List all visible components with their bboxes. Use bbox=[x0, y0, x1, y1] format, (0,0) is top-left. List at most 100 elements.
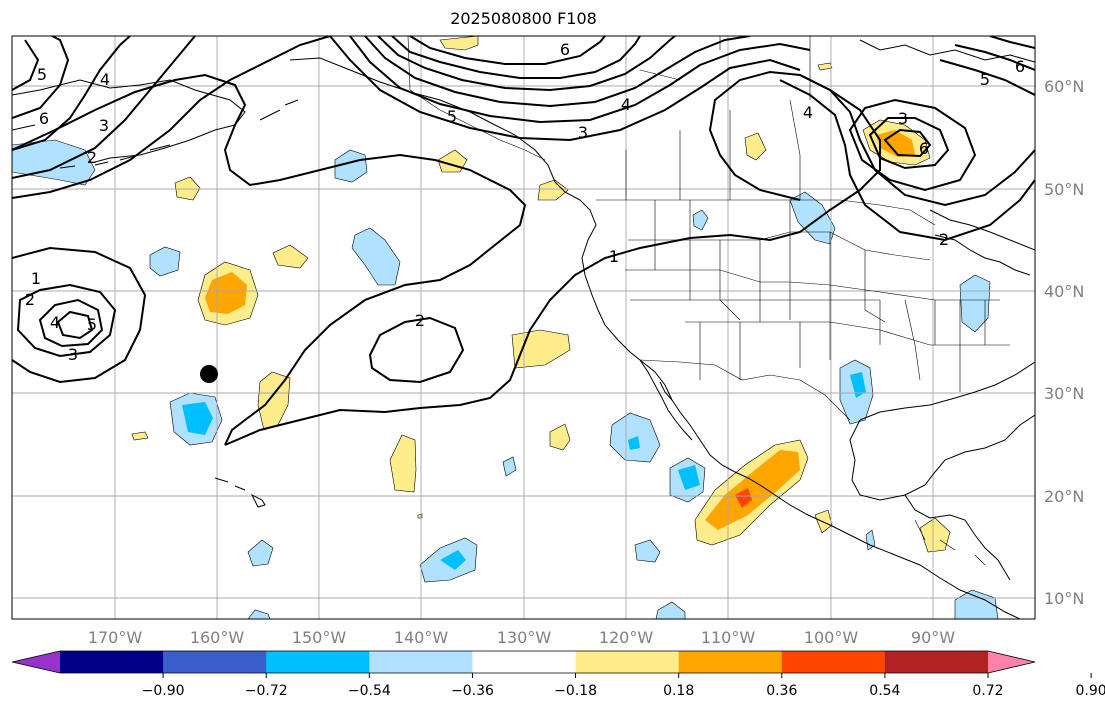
contour-gulf-alaska-2 bbox=[349, 36, 811, 124]
pos-region-13 bbox=[131, 431, 149, 441]
lon-label-150w: 150°W bbox=[292, 628, 347, 647]
colorbar-tick-label: 0.36 bbox=[766, 683, 797, 699]
colorbar: −0.90 −0.72 −0.54 −0.36 −0.18 0.18 0.36 0.54 0.7… bbox=[11, 650, 1105, 699]
lon-label-90w: 90°W bbox=[911, 628, 955, 647]
neg-region-13 bbox=[634, 539, 661, 563]
colorbar-segment bbox=[781, 651, 886, 673]
contour-nw-1 bbox=[12, 36, 331, 199]
contour-label-2-nw: 2 bbox=[87, 148, 97, 167]
neg-region-18 bbox=[865, 529, 876, 551]
lat-label-30n: 30°N bbox=[1044, 384, 1084, 403]
colorbar-tick-label: −0.72 bbox=[245, 683, 288, 699]
colorbar-segment bbox=[575, 651, 680, 673]
neg-region-9-core bbox=[678, 465, 700, 490]
lon-label-140w: 140°W bbox=[394, 628, 449, 647]
lat-label-20n: 20°N bbox=[1044, 487, 1084, 506]
neg-region-8-core bbox=[628, 436, 640, 450]
contour-label-group: 1 2 3 4 5 2 1 5 4 6 3 2 6 5 4 3 4 3 6 2 … bbox=[25, 40, 1025, 364]
map-area bbox=[12, 36, 1035, 619]
colorbar-outline bbox=[11, 650, 1036, 674]
colorbar-tick-label: 0.72 bbox=[972, 683, 1003, 699]
colorbar-segment bbox=[369, 651, 473, 673]
neg-region-3 bbox=[351, 227, 401, 286]
positive-anomaly-shading bbox=[131, 36, 951, 553]
gulf-of-mexico-coast bbox=[849, 361, 1035, 501]
contour-low-west-2 bbox=[16, 283, 117, 358]
political-borders bbox=[407, 36, 1010, 566]
contour-gulf-alaska-6 bbox=[409, 36, 606, 65]
colorbar-segment bbox=[678, 651, 783, 673]
contour-nw-2 bbox=[12, 36, 196, 179]
longitude-labels: 170°W 160°W 150°W 140°W 130°W 120°W 110°… bbox=[88, 628, 955, 647]
us-mexico-border bbox=[639, 359, 851, 421]
hawaii-islands bbox=[214, 477, 266, 508]
contour-label-6-gulf: 6 bbox=[560, 40, 570, 59]
pos-region-7 bbox=[744, 132, 767, 161]
lat-label-10n: 10°N bbox=[1044, 589, 1084, 608]
lon-label-170w: 170°W bbox=[88, 628, 143, 647]
neg-region-11-core bbox=[440, 550, 466, 570]
colorbar-segment bbox=[266, 651, 370, 673]
central-america-borders bbox=[914, 519, 986, 566]
neg-region-1 bbox=[334, 149, 368, 183]
lon-label-160w: 160°W bbox=[190, 628, 245, 647]
graticule bbox=[12, 36, 1035, 619]
negative-anomaly-shading bbox=[12, 139, 999, 619]
pos-region-12 bbox=[549, 423, 571, 451]
contour-label-1-west: 1 bbox=[31, 269, 41, 288]
north-america-west-coast bbox=[554, 181, 1021, 619]
contour-label-3-nw: 3 bbox=[99, 116, 109, 135]
contour-lines bbox=[12, 36, 1035, 446]
contour-label-3-west: 3 bbox=[68, 345, 78, 364]
lon-label-110w: 110°W bbox=[701, 628, 756, 647]
contour-label-2-west: 2 bbox=[25, 290, 35, 309]
us-state-lines bbox=[625, 200, 1010, 392]
neg-region-5 bbox=[692, 209, 709, 231]
contour-low-west-3 bbox=[38, 298, 104, 348]
pos-region-16 bbox=[919, 517, 951, 553]
colorbar-segment bbox=[884, 651, 989, 673]
colorbar-tick-label: −0.90 bbox=[142, 683, 185, 699]
lat-label-40n: 40°N bbox=[1044, 282, 1084, 301]
contour-east-low-1 bbox=[779, 79, 1035, 242]
baja-california bbox=[639, 359, 693, 441]
contour-label-3-gulf: 3 bbox=[578, 123, 588, 142]
storm-position-dot bbox=[200, 365, 218, 383]
contour-label-5-ne: 5 bbox=[980, 70, 990, 89]
neg-region-10 bbox=[502, 456, 517, 477]
colorbar-extend-high bbox=[988, 651, 1035, 673]
colorbar-tick-label: 0.90 bbox=[1076, 683, 1105, 699]
contour-label-6-east: 6 bbox=[919, 139, 929, 158]
contour-gulf-alaska-1 bbox=[329, 36, 801, 142]
lon-label-120w: 120°W bbox=[599, 628, 654, 647]
contour-label-6-nw: 6 bbox=[39, 109, 49, 128]
map-title: 2025080800 F108 bbox=[450, 9, 597, 28]
contour-label-4-west: 4 bbox=[50, 313, 60, 332]
colorbar-segment bbox=[163, 651, 267, 673]
colorbar-extend-low bbox=[12, 651, 60, 673]
lat-label-60n: 60°N bbox=[1044, 77, 1084, 96]
pos-region-14-peak bbox=[735, 488, 752, 508]
contour-label-4-gulf: 4 bbox=[621, 95, 631, 114]
contour-ne-3 bbox=[989, 36, 1035, 49]
contour-label-1-coast: 1 bbox=[609, 247, 619, 266]
aleutian-islands bbox=[59, 99, 299, 169]
neg-region-14 bbox=[959, 274, 991, 333]
neg-region-15 bbox=[954, 589, 999, 619]
contour-east-low-2 bbox=[799, 74, 1035, 207]
alaska-canada-border bbox=[407, 36, 546, 161]
great-lakes bbox=[934, 234, 1031, 276]
contour-ne-1 bbox=[939, 59, 1035, 96]
pos-region-8-core bbox=[876, 130, 915, 157]
contour-gulf-alaska-5 bbox=[391, 36, 641, 79]
coastlines bbox=[12, 39, 1035, 619]
contour-gulf-alaska-4 bbox=[377, 36, 676, 92]
neg-region-12 bbox=[247, 539, 274, 567]
contour-east-low-3 bbox=[848, 98, 977, 192]
latitude-labels: 60°N 50°N 40°N 30°N 20°N 10°N bbox=[1044, 77, 1084, 608]
contour-label-6-ne: 6 bbox=[1015, 57, 1025, 76]
contour-ne-2 bbox=[954, 44, 1035, 71]
canadian-provinces bbox=[625, 36, 811, 200]
contour-label-5-gulf: 5 bbox=[447, 107, 457, 126]
